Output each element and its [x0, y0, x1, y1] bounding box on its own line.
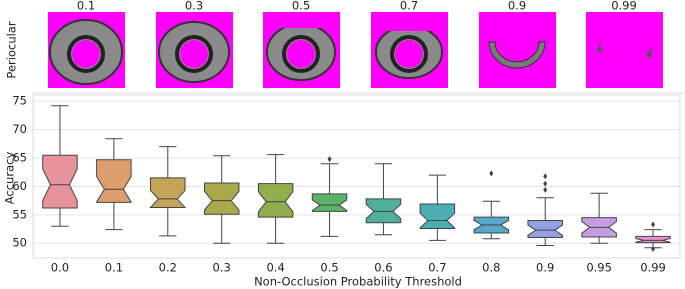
pupil: [180, 40, 208, 68]
eye-crescent: [488, 41, 546, 69]
y-tick-label: 50: [12, 236, 27, 250]
y-tick-label: 65: [12, 151, 27, 165]
iris-ring: [282, 35, 320, 73]
x-tick-label: 0.9: [536, 261, 554, 275]
mask: [263, 12, 340, 28]
y-tick-label: 70: [12, 122, 27, 136]
iris-ring: [67, 35, 105, 73]
images-ylabel: Periocular: [5, 21, 19, 78]
outlier: [651, 221, 656, 228]
eye-fragment: [646, 46, 652, 58]
outlier: [543, 173, 548, 180]
box: [257, 183, 294, 218]
box: [635, 235, 671, 244]
eye-image: [371, 12, 448, 79]
outlier: [327, 156, 332, 163]
outlier: [489, 170, 494, 177]
box: [96, 159, 132, 203]
x-tick-label: 0.7: [428, 261, 446, 275]
x-tick-label: 0.8: [482, 261, 500, 275]
image-label: 0.5: [292, 0, 310, 13]
x-tick-label: 0.1: [105, 261, 123, 275]
box: [203, 182, 240, 215]
box: [365, 198, 402, 224]
x-tick-label: 0.5: [320, 261, 338, 275]
image-label: 0.99: [611, 0, 637, 13]
x-tick-label: 0.6: [374, 261, 392, 275]
box: [149, 177, 187, 208]
outlier: [651, 245, 656, 252]
x-tick-label: 0.3: [213, 261, 231, 275]
eye-fragment: [596, 44, 602, 52]
y-tick-label: 75: [12, 94, 27, 108]
x-axis-label: Non-Occlusion Probability Threshold: [254, 275, 462, 289]
image-label: 0.9: [508, 0, 526, 13]
mask: [371, 12, 448, 31]
y-tick-label: 55: [12, 207, 27, 221]
plot-area: [32, 94, 681, 259]
iris-ring: [175, 35, 213, 73]
eye-image: [263, 12, 340, 81]
iris-ring: [390, 35, 428, 73]
box: [419, 203, 456, 229]
x-tick-label: 0.4: [266, 261, 284, 275]
pupil: [395, 40, 423, 68]
image-label: 0.7: [400, 0, 418, 13]
x-tick-label: 0.2: [159, 261, 177, 275]
pupil: [72, 40, 100, 68]
y-tick-label: 60: [12, 179, 27, 193]
image-label: 0.3: [185, 0, 203, 13]
x-tick-label: 0.99: [640, 261, 666, 275]
eye-image: [49, 19, 123, 85]
box: [42, 154, 78, 209]
box: [311, 193, 348, 212]
eye-image: [158, 21, 230, 83]
pupil: [287, 40, 315, 68]
outlier: [543, 180, 548, 187]
box: [527, 220, 563, 239]
outlier: [543, 186, 548, 193]
x-tick-label: 0.0: [51, 261, 69, 275]
x-tick-label: 0.95: [586, 261, 612, 275]
y-axis-label: Accuracy: [3, 152, 17, 205]
image-label: 0.1: [77, 0, 95, 13]
